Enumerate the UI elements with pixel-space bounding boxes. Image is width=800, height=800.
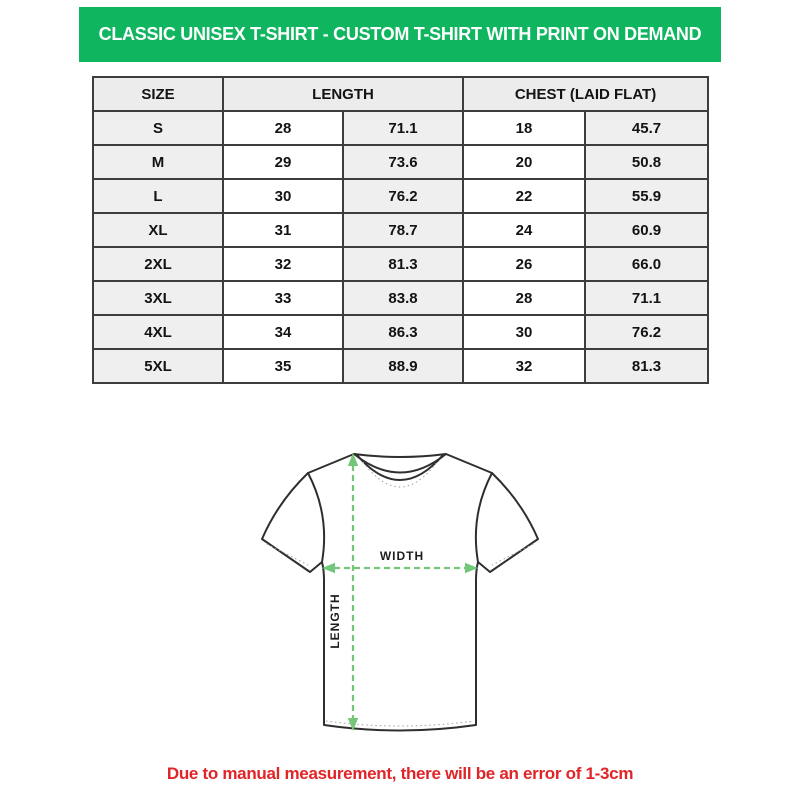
chest-cm-cell: 50.8: [584, 144, 710, 180]
header-chest: CHEST (LAID FLAT): [462, 76, 710, 112]
table-row: XL 31 78.7 24 60.9: [92, 212, 710, 248]
length-in-cell: 31: [222, 212, 344, 248]
chest-in-cell: 26: [462, 246, 587, 282]
width-arrow: [322, 562, 478, 574]
length-cm-cell: 88.9: [341, 348, 465, 384]
chest-in-cell: 20: [462, 144, 587, 180]
chest-cm-cell: 81.3: [584, 348, 710, 384]
table-row: L 30 76.2 22 55.9: [92, 178, 710, 214]
chest-cm-cell: 66.0: [584, 246, 710, 282]
width-label: WIDTH: [380, 549, 424, 563]
chest-cm-cell: 71.1: [584, 280, 710, 316]
chest-in-cell: 24: [462, 212, 587, 248]
chest-cm-cell: 45.7: [584, 110, 710, 146]
length-arrow: [347, 453, 359, 731]
measurement-note: Due to manual measurement, there will be…: [166, 764, 634, 783]
tshirt-measurement-diagram: WIDTH LENGTH: [261, 453, 539, 732]
chest-in-cell: 28: [462, 280, 587, 316]
length-in-cell: 34: [222, 314, 344, 350]
length-cm-cell: 76.2: [341, 178, 465, 214]
table-row: M 29 73.6 20 50.8: [92, 144, 710, 180]
chest-cm-cell: 60.9: [584, 212, 710, 248]
length-cm-cell: 81.3: [341, 246, 465, 282]
table-row: 2XL 32 81.3 26 66.0: [92, 246, 710, 282]
length-in-cell: 28: [222, 110, 344, 146]
size-cell: M: [92, 144, 224, 180]
size-chart-table: SIZE LENGTH CHEST (LAID FLAT) S 28 71.1 …: [92, 76, 710, 384]
table-row: 5XL 35 88.9 32 81.3: [92, 348, 710, 384]
page-title: CLASSIC UNISEX T-SHIRT - CUSTOM T-SHIRT …: [98, 24, 702, 44]
stitch-lines: [266, 461, 534, 727]
header-size: SIZE: [92, 76, 224, 112]
size-cell: 4XL: [92, 314, 224, 350]
length-cm-cell: 86.3: [341, 314, 465, 350]
length-cm-cell: 73.6: [341, 144, 465, 180]
length-cm-cell: 78.7: [341, 212, 465, 248]
chest-in-cell: 18: [462, 110, 587, 146]
chest-in-cell: 22: [462, 178, 587, 214]
table-row: S 28 71.1 18 45.7: [92, 110, 710, 146]
length-cm-cell: 83.8: [341, 280, 465, 316]
chest-cm-cell: 76.2: [584, 314, 710, 350]
size-cell: S: [92, 110, 224, 146]
size-cell: XL: [92, 212, 224, 248]
length-in-cell: 29: [222, 144, 344, 180]
header-row: SIZE LENGTH CHEST (LAID FLAT): [92, 76, 710, 112]
header-length: LENGTH: [221, 76, 465, 112]
length-in-cell: 35: [222, 348, 344, 384]
length-in-cell: 30: [222, 178, 344, 214]
title-banner: CLASSIC UNISEX T-SHIRT - CUSTOM T-SHIRT …: [79, 7, 721, 62]
size-cell: 5XL: [92, 348, 224, 384]
length-cm-cell: 71.1: [341, 110, 465, 146]
tshirt-outline: [261, 453, 539, 732]
size-cell: 3XL: [92, 280, 224, 316]
size-cell: L: [92, 178, 224, 214]
table-row: 4XL 34 86.3 30 76.2: [92, 314, 710, 350]
size-cell: 2XL: [92, 246, 224, 282]
length-label: LENGTH: [328, 593, 342, 648]
chest-cm-cell: 55.9: [584, 178, 710, 214]
chest-in-cell: 32: [462, 348, 587, 384]
table-row: 3XL 33 83.8 28 71.1: [92, 280, 710, 316]
chest-in-cell: 30: [462, 314, 587, 350]
length-in-cell: 33: [222, 280, 344, 316]
length-in-cell: 32: [222, 246, 344, 282]
